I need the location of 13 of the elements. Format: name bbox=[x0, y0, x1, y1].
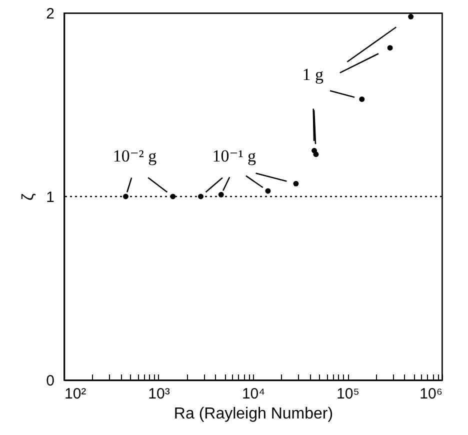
y-axis-title: ζ bbox=[20, 193, 38, 201]
y-tick-label: 0 bbox=[46, 372, 54, 390]
x-tick-label: 10² bbox=[64, 386, 86, 402]
annotation: 10⁻² g bbox=[112, 146, 158, 166]
x-tick-label: 10⁴ bbox=[242, 386, 266, 402]
x-tick-label: 10⁵ bbox=[336, 386, 360, 402]
x-axis-title: Ra (Rayleigh Number) bbox=[174, 406, 334, 422]
y-tick-label: 2 bbox=[46, 6, 54, 22]
annotation: 10⁻¹ g bbox=[212, 146, 257, 166]
x-tick-label: 10³ bbox=[148, 386, 170, 402]
y-tick-label: 1 bbox=[46, 189, 54, 206]
annotation: 1 g bbox=[302, 65, 324, 84]
x-tick-label: 10⁶ bbox=[420, 386, 442, 402]
